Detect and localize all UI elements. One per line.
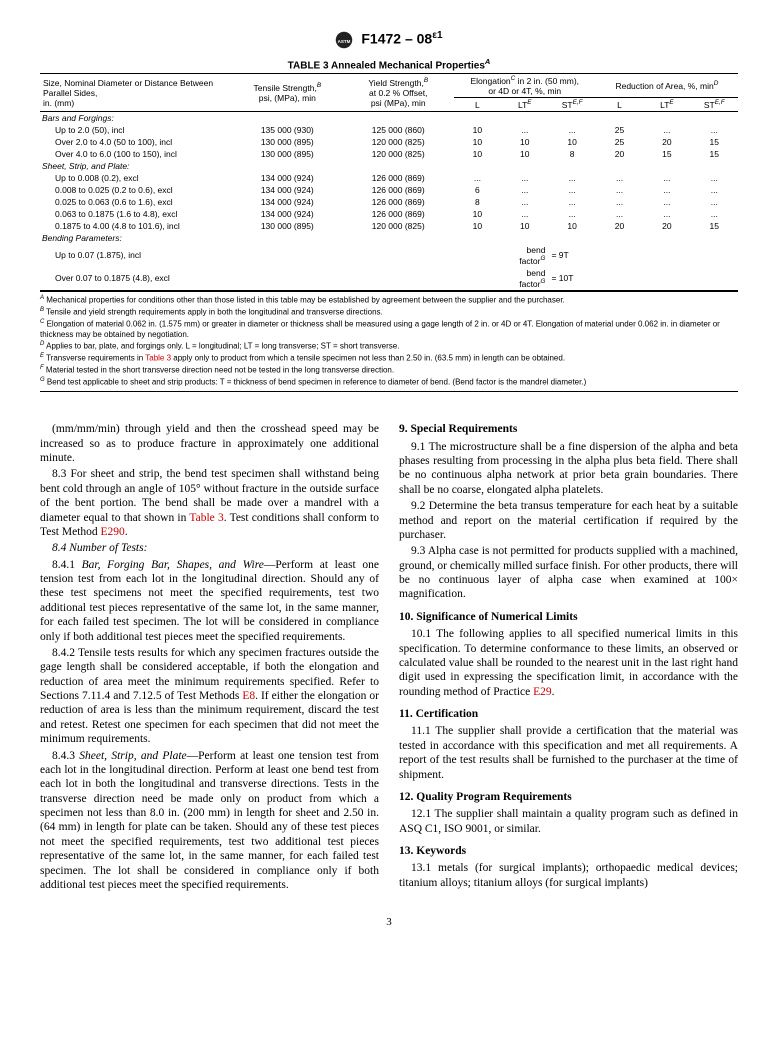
para: 9.3 Alpha case is not permitted for prod… [399,544,738,602]
para: 8.4 Number of Tests: [40,541,379,555]
astm-logo: ASTM [335,31,353,49]
document-header: ASTM F1472 – 08ε1 [40,30,738,49]
para: 8.4.3 Sheet, Strip, and Plate—Perform at… [40,749,379,893]
heading: 9. Special Requirements [399,422,738,436]
table-row: Over 4.0 to 6.0 (100 to 150), incl130 00… [40,148,738,160]
table-row: 0.1875 to 4.00 (4.8 to 101.6), incl130 0… [40,220,738,232]
properties-table: Size, Nominal Diameter or Distance Betwe… [40,73,738,290]
heading: 10. Significance of Numerical Limits [399,610,738,624]
body-columns: (mm/mm/min) through yield and then the c… [40,422,738,896]
svg-text:ASTM: ASTM [338,39,351,44]
para: 10.1 The following applies to all specif… [399,627,738,699]
link-table3[interactable]: Table 3 [189,512,223,524]
table-row: Over 2.0 to 4.0 (50 to 100), incl130 000… [40,136,738,148]
para: 8.4.2 Tensile tests results for which an… [40,646,379,747]
para: 9.2 Determine the beta transus temperatu… [399,499,738,542]
para: (mm/mm/min) through yield and then the c… [40,422,379,465]
table-row: 0.063 to 0.1875 (1.6 to 4.8), excl134 00… [40,208,738,220]
table-title: TABLE 3 Annealed Mechanical PropertiesA [40,57,738,71]
designation: F1472 – 08 [361,31,432,47]
link-e290[interactable]: E290 [101,526,125,538]
link-e29[interactable]: E29 [533,686,552,698]
table-row: 0.008 to 0.025 (0.2 to 0.6), excl134 000… [40,184,738,196]
table-footnotes: A Mechanical properties for conditions o… [40,291,738,393]
para: 9.1 The microstructure shall be a fine d… [399,440,738,498]
table-row: Up to 2.0 (50), incl135 000 (930)125 000… [40,124,738,136]
heading: 13. Keywords [399,844,738,858]
table-row: Up to 0.008 (0.2), excl134 000 (924)126 … [40,172,738,184]
epsilon: ε1 [432,30,442,41]
para: 11.1 The supplier shall provide a certif… [399,724,738,782]
para: 8.3 For sheet and strip, the bend test s… [40,467,379,539]
heading: 12. Quality Program Requirements [399,790,738,804]
page-number: 3 [40,916,738,928]
table-row: 0.025 to 0.063 (0.6 to 1.6), excl134 000… [40,196,738,208]
para: 8.4.1 Bar, Forging Bar, Shapes, and Wire… [40,558,379,644]
para: 12.1 The supplier shall maintain a quali… [399,807,738,836]
table-row: Over 0.07 to 0.1875 (4.8), exclbend fact… [40,267,738,290]
heading: 11. Certification [399,707,738,721]
para: 13.1 metals (for surgical implants); ort… [399,861,738,890]
table-row: Up to 0.07 (1.875), inclbend factorG= 9T [40,244,738,267]
link-e8[interactable]: E8 [242,690,255,702]
link-table3[interactable]: Table 3 [145,354,171,363]
